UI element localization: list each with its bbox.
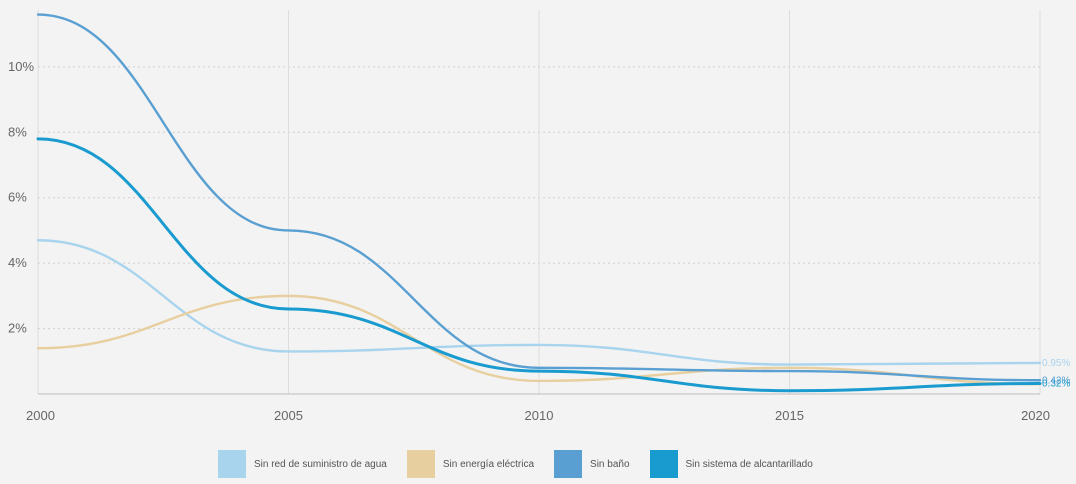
x-tick-label: 2005 [274, 408, 303, 423]
grid [37, 10, 1041, 394]
y-tick-label: 6% [8, 190, 27, 205]
legend-label: Sin baño [590, 458, 630, 470]
axes: 2% 4% 6% 8% 10% 2000 2005 2010 2015 2020 [8, 59, 1050, 423]
x-tick-label: 2020 [1021, 408, 1050, 423]
legend-swatch [649, 450, 678, 478]
legend-item[interactable]: Sin energía eléctrica [406, 450, 535, 478]
series-line [36, 137, 1042, 393]
legend-item[interactable]: Sin baño [554, 450, 630, 478]
end-value-label: 0.95% [1042, 358, 1070, 369]
series-line [36, 13, 1042, 382]
end-value-label: 0.32% [1042, 379, 1070, 390]
x-tick-label: 2000 [26, 408, 55, 423]
y-tick-label: 4% [8, 255, 27, 270]
x-tick-label: 2010 [525, 408, 554, 423]
end-value-label: 0.42% [1042, 375, 1070, 386]
x-tick-label: 2015 [775, 408, 804, 423]
line-chart: 2% 4% 6% 8% 10% 2000 2005 2010 2015 2020 0.95% 0.4… [8, 10, 1070, 423]
legend-label: Sin energía eléctrica [442, 458, 535, 470]
legend-label: Sin red de suministro de agua [254, 458, 387, 470]
legend-swatch [406, 450, 435, 478]
legend: Sin red de suministro de agua Sin energía… [218, 450, 833, 478]
y-tick-label: 2% [8, 321, 27, 336]
legend-swatch [218, 450, 246, 478]
end-labels: 0.95% 0.42%0.32% [1042, 358, 1070, 390]
legend-item[interactable]: Sin sistema de alcantarillado [649, 450, 813, 478]
legend-item[interactable]: Sin red de suministro de agua [218, 450, 387, 478]
series-line [36, 294, 1042, 386]
legend-label: Sin sistema de alcantarillado [685, 458, 813, 470]
series-lines [36, 13, 1042, 393]
y-tick-label: 10% [8, 59, 34, 74]
y-tick-label: 8% [8, 124, 27, 139]
legend-swatch [554, 450, 583, 478]
